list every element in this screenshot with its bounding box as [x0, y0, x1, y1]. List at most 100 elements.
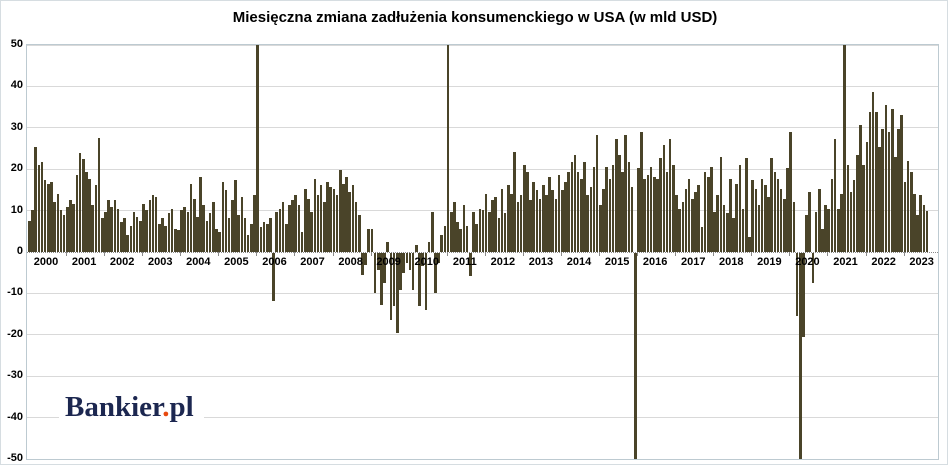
bar	[500, 188, 504, 252]
bar	[37, 165, 41, 252]
bar	[269, 218, 272, 252]
axis-tick	[180, 252, 182, 256]
bar	[637, 168, 640, 252]
bar	[123, 218, 126, 252]
bar	[468, 253, 472, 277]
bar	[694, 191, 697, 252]
bar	[192, 198, 196, 252]
bar	[300, 232, 304, 252]
bar	[399, 253, 402, 290]
bar	[351, 185, 355, 252]
bar	[545, 195, 548, 252]
gridline	[27, 45, 938, 46]
bar	[408, 253, 412, 270]
bar	[589, 187, 593, 252]
x-axis-year-label: 2005	[224, 256, 249, 268]
bar	[472, 211, 475, 252]
bar	[167, 213, 171, 252]
bar	[262, 222, 266, 252]
x-axis-year-label: 2002	[109, 256, 135, 268]
bar	[189, 183, 193, 252]
bar	[154, 196, 158, 252]
bar	[871, 91, 875, 252]
bar	[478, 208, 482, 252]
bar	[497, 218, 501, 252]
axis-tick	[637, 252, 639, 256]
bar	[411, 253, 415, 290]
bar	[894, 156, 897, 252]
x-axis-year-label: 2008	[338, 256, 363, 268]
y-axis-tick-label: -20	[7, 327, 23, 340]
x-axis-year-label: 2023	[909, 256, 934, 268]
bar	[909, 172, 913, 252]
axis-tick	[332, 252, 334, 256]
bar	[811, 253, 815, 283]
y-axis-tick-label: 50	[10, 38, 23, 50]
bar	[456, 222, 459, 252]
bar	[554, 198, 558, 252]
bar	[599, 205, 602, 252]
x-axis-year-label: 2007	[300, 256, 325, 268]
bar	[659, 158, 662, 252]
bar	[40, 162, 44, 252]
bar	[836, 208, 840, 252]
gridline	[27, 334, 938, 336]
bar	[202, 205, 206, 252]
bar	[535, 190, 539, 252]
x-axis-year-label: 2017	[680, 256, 706, 268]
bar	[583, 161, 586, 252]
bar	[789, 131, 792, 252]
bar	[538, 198, 542, 252]
bar	[681, 201, 685, 252]
bar	[862, 165, 865, 252]
bar	[792, 201, 796, 252]
bar	[459, 228, 463, 252]
bar	[288, 205, 291, 252]
bar	[237, 215, 240, 252]
bar	[370, 228, 374, 252]
gridline	[27, 127, 938, 129]
bar	[713, 211, 716, 252]
bar	[402, 253, 405, 273]
axis-tick	[751, 252, 753, 256]
bar	[900, 115, 904, 252]
bar	[557, 175, 561, 252]
bar	[773, 172, 777, 252]
bar	[183, 206, 187, 252]
bar	[205, 220, 209, 252]
bar	[240, 196, 244, 252]
x-axis-year-label: 2014	[566, 256, 592, 268]
bar	[357, 215, 361, 252]
bar	[316, 195, 320, 252]
bar	[392, 253, 396, 307]
axis-tick	[713, 252, 715, 256]
bar	[840, 193, 843, 252]
bar	[47, 183, 50, 252]
bar	[640, 131, 643, 252]
bar	[560, 190, 564, 252]
bar	[62, 215, 66, 252]
bar	[139, 220, 142, 252]
bar	[662, 145, 666, 252]
bar	[278, 208, 282, 252]
x-axis-year-label: 2001	[71, 256, 97, 268]
bar	[291, 200, 294, 252]
x-axis-year-label: 2012	[490, 256, 516, 268]
bar	[757, 205, 761, 252]
bar	[208, 213, 212, 252]
bar	[430, 211, 434, 252]
bar	[475, 223, 478, 252]
bar	[802, 253, 805, 337]
bar	[922, 205, 926, 252]
bar	[519, 195, 523, 252]
bar	[31, 210, 34, 252]
bar	[297, 205, 301, 252]
plot-clip-region	[27, 45, 938, 459]
bar	[462, 205, 466, 252]
bar	[443, 225, 447, 252]
bar	[367, 228, 371, 252]
x-axis-year-label: 2019	[757, 256, 782, 268]
bar	[576, 172, 580, 252]
bar	[687, 178, 691, 252]
bar	[856, 155, 859, 252]
